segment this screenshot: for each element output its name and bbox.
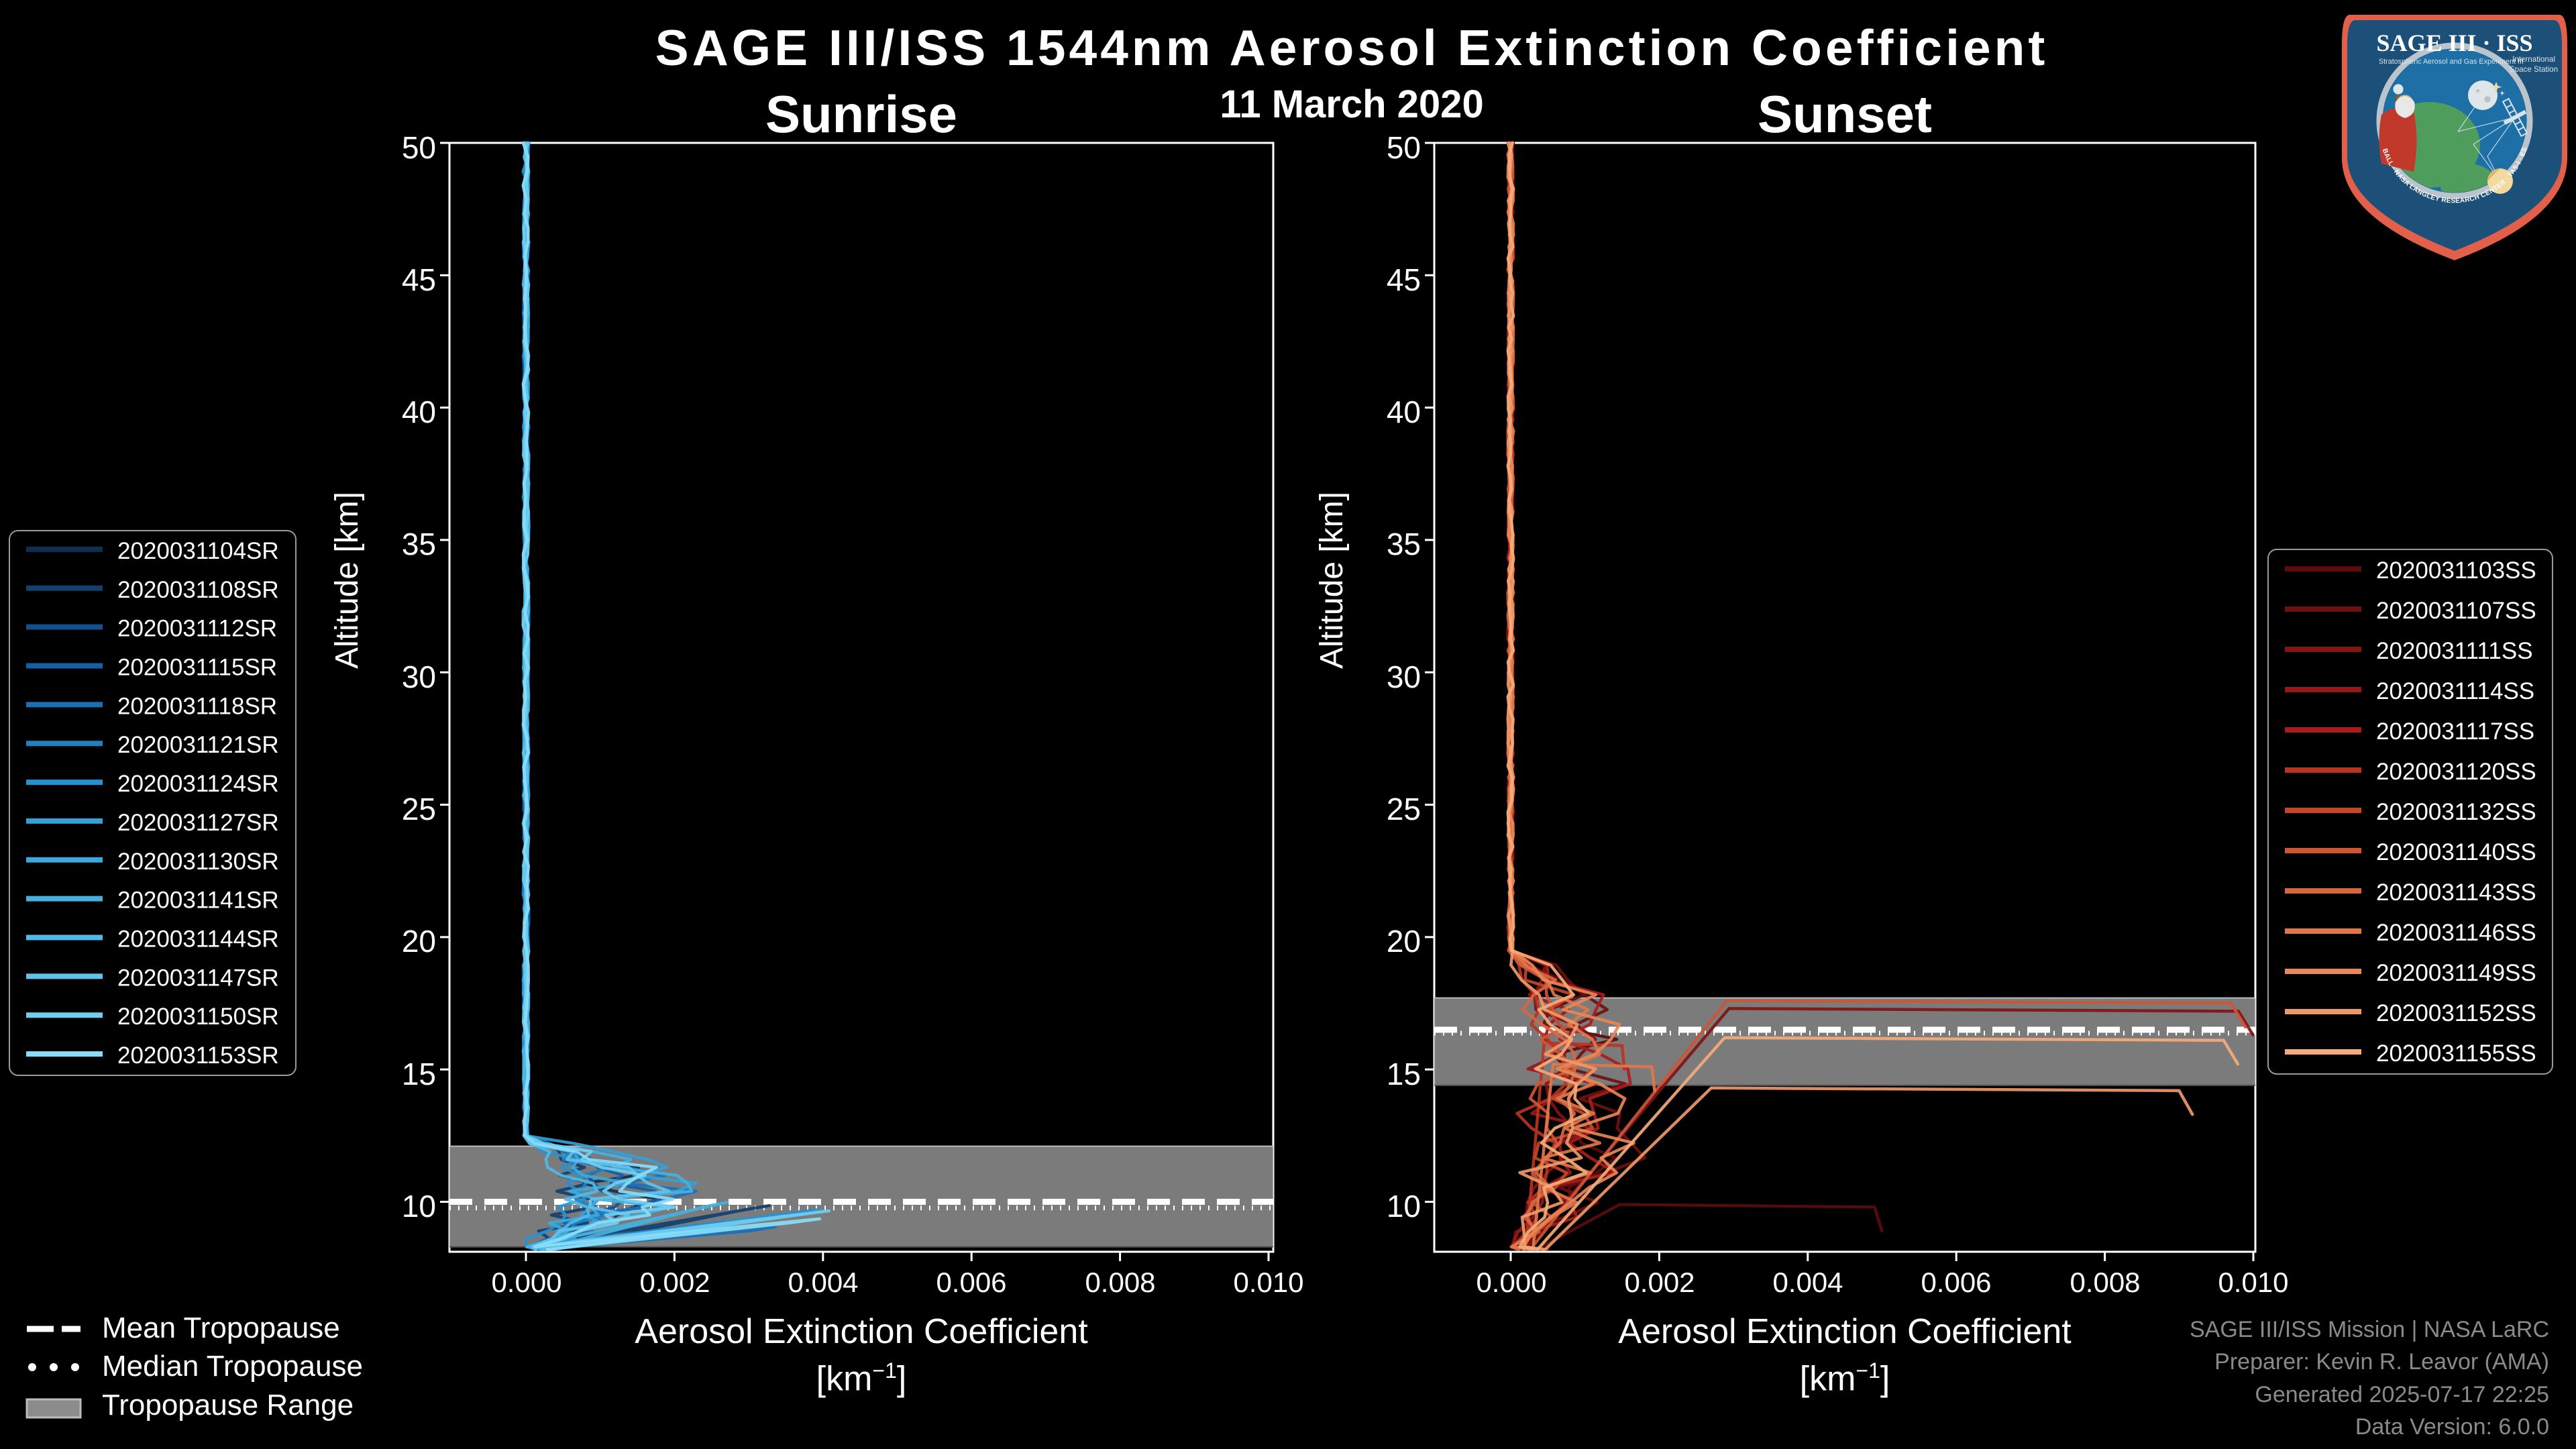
svg-text:SAGE III · ISS: SAGE III · ISS <box>2376 30 2532 56</box>
svg-text:International: International <box>2512 55 2555 64</box>
svg-text:Space Station: Space Station <box>2510 65 2558 74</box>
svg-text:Stratospheric Aerosol and Gas: Stratospheric Aerosol and Gas Experiment… <box>2379 58 2524 66</box>
